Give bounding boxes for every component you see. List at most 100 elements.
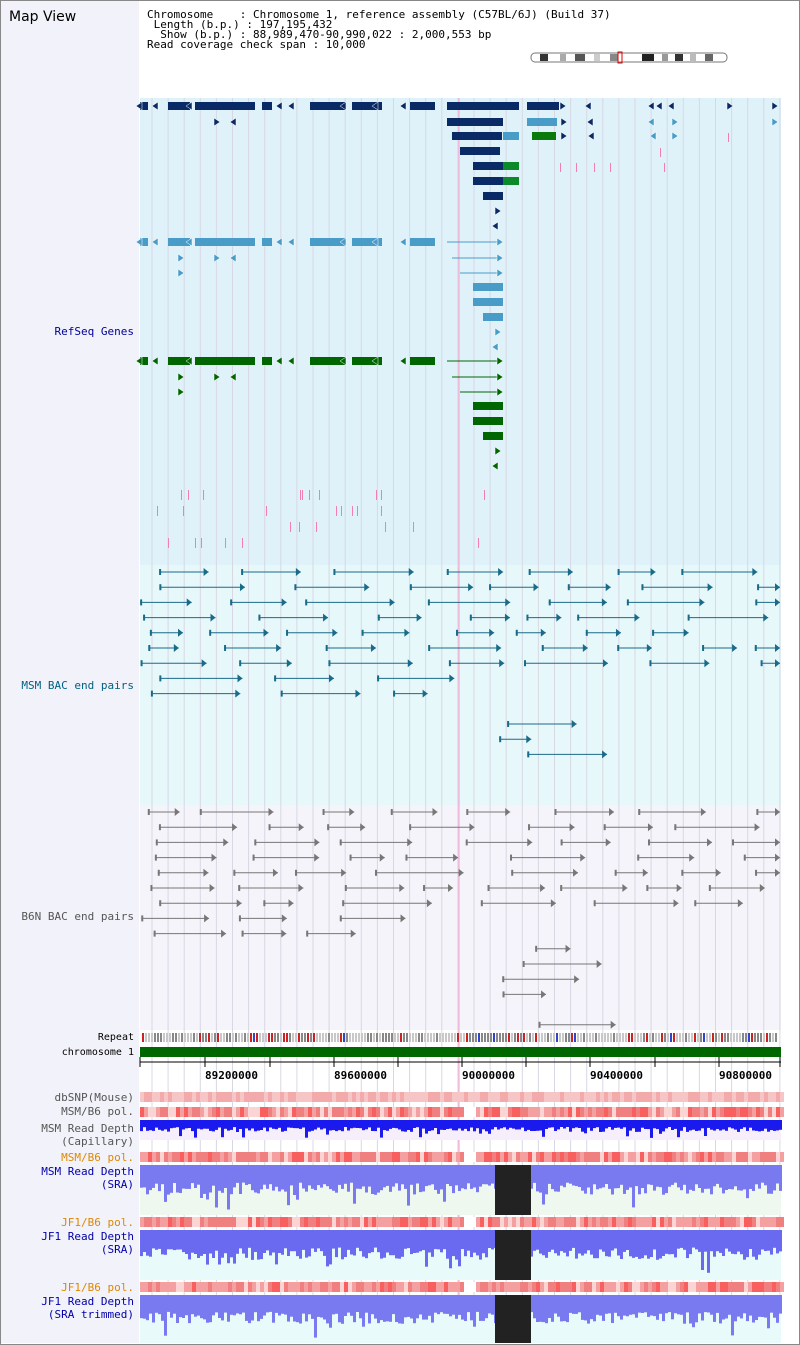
depth-bar bbox=[671, 1120, 674, 1130]
b6n-bac-pairs[interactable] bbox=[141, 808, 780, 1029]
repeat-track[interactable] bbox=[142, 1033, 777, 1042]
depth-bar bbox=[680, 1230, 683, 1248]
depth-bar bbox=[296, 1230, 299, 1257]
depth-bar bbox=[701, 1295, 704, 1321]
heat-cell bbox=[320, 1107, 324, 1117]
heat-cell bbox=[532, 1092, 536, 1102]
depth-bar bbox=[338, 1295, 341, 1323]
msm-b6-pol-sra-track[interactable] bbox=[140, 1152, 784, 1162]
heat-cell bbox=[312, 1152, 316, 1162]
gene-arrow bbox=[339, 101, 347, 111]
msm-depth-sra-track[interactable] bbox=[140, 1165, 782, 1215]
bac-end bbox=[342, 900, 345, 907]
depth-bar bbox=[143, 1230, 146, 1252]
jf1-depth-trimmed-track[interactable] bbox=[140, 1295, 782, 1343]
depth-bar bbox=[302, 1120, 305, 1128]
depth-bar bbox=[461, 1165, 464, 1189]
depth-bar bbox=[392, 1165, 395, 1187]
axis-tick-label: 89600000 bbox=[334, 1069, 387, 1082]
heat-cell bbox=[752, 1152, 756, 1162]
heat-cell bbox=[296, 1217, 300, 1227]
heat-cell bbox=[604, 1152, 608, 1162]
depth-bar bbox=[353, 1120, 356, 1128]
dbsnp-track[interactable] bbox=[140, 1092, 784, 1102]
heat-cell bbox=[472, 1152, 476, 1162]
depth-bar bbox=[770, 1295, 773, 1313]
heat-cell bbox=[296, 1152, 300, 1162]
heat-cell bbox=[560, 1107, 564, 1117]
b6n-bac-track-bg bbox=[140, 805, 781, 1030]
heat-cell bbox=[468, 1217, 472, 1227]
heat-cell bbox=[156, 1152, 160, 1162]
heat-cell bbox=[572, 1217, 576, 1227]
heat-cell bbox=[692, 1107, 696, 1117]
gene-feature bbox=[447, 118, 503, 126]
bac-end-arrow bbox=[673, 899, 679, 908]
chromosome-bar[interactable] bbox=[140, 1047, 781, 1057]
jf1-b6-pol-track[interactable] bbox=[140, 1217, 784, 1227]
heat-cell bbox=[716, 1282, 720, 1292]
heat-cell bbox=[716, 1217, 720, 1227]
heat-cell bbox=[504, 1152, 508, 1162]
gene-arrow bbox=[135, 101, 143, 111]
repeat-mark bbox=[484, 1033, 486, 1042]
depth-bar bbox=[203, 1120, 206, 1129]
refseq-genes[interactable] bbox=[135, 101, 779, 548]
depth-bar bbox=[677, 1230, 680, 1249]
gene-arrow bbox=[339, 356, 347, 366]
depth-bar bbox=[179, 1120, 182, 1137]
msm-bac-pairs[interactable] bbox=[140, 568, 780, 759]
bac-end bbox=[141, 915, 144, 922]
msm-depth-capillary-track[interactable] bbox=[140, 1120, 782, 1140]
depth-bar bbox=[368, 1295, 371, 1324]
depth-bar bbox=[698, 1120, 701, 1131]
heat-cell bbox=[424, 1092, 428, 1102]
heat-cell bbox=[664, 1217, 668, 1227]
jf1-depth-sra-track[interactable] bbox=[140, 1230, 782, 1280]
bac-end-arrow bbox=[775, 583, 780, 592]
depth-bar bbox=[590, 1165, 593, 1195]
bac-end-arrow bbox=[276, 644, 282, 652]
heat-cell bbox=[680, 1282, 684, 1292]
heat-cell bbox=[660, 1107, 664, 1117]
repeat-mark bbox=[166, 1033, 168, 1042]
msm-b6-pol-track[interactable] bbox=[140, 1107, 784, 1117]
jf1-b6-pol-2-track[interactable] bbox=[140, 1282, 784, 1292]
heat-cell bbox=[756, 1217, 760, 1227]
depth-bar bbox=[242, 1120, 245, 1138]
depth-bar bbox=[599, 1295, 602, 1316]
heat-cell bbox=[520, 1217, 524, 1227]
depth-bar bbox=[170, 1230, 173, 1250]
gene-feature bbox=[527, 102, 559, 110]
repeat-mark bbox=[598, 1033, 600, 1042]
depth-bar bbox=[584, 1230, 587, 1254]
heat-cell bbox=[200, 1092, 204, 1102]
bac-end-arrow bbox=[505, 808, 511, 816]
depth-bar bbox=[461, 1120, 464, 1131]
heat-cell bbox=[216, 1092, 220, 1102]
depth-bar bbox=[671, 1295, 674, 1320]
heat-cell bbox=[444, 1092, 448, 1102]
bac-end bbox=[258, 614, 261, 621]
heat-cell bbox=[644, 1152, 648, 1162]
heat-cell bbox=[608, 1092, 612, 1102]
heat-cell bbox=[768, 1092, 772, 1102]
gene-feature bbox=[503, 177, 519, 185]
chromosome-ideogram[interactable] bbox=[530, 51, 728, 64]
heat-cell bbox=[564, 1092, 568, 1102]
depth-bar bbox=[140, 1120, 143, 1132]
bac-end-arrow bbox=[281, 914, 287, 923]
bac-end-arrow bbox=[236, 899, 242, 908]
gene-arrow bbox=[151, 237, 159, 247]
depth-bar bbox=[200, 1120, 203, 1130]
heat-cell bbox=[156, 1092, 160, 1102]
heat-cell bbox=[656, 1092, 660, 1102]
depth-bar bbox=[332, 1165, 335, 1191]
depth-bar bbox=[452, 1230, 455, 1257]
bac-end bbox=[649, 660, 652, 667]
heat-cell bbox=[532, 1217, 536, 1227]
depth-bar bbox=[227, 1295, 230, 1322]
depth-bar bbox=[407, 1120, 410, 1130]
bac-end bbox=[374, 869, 377, 876]
